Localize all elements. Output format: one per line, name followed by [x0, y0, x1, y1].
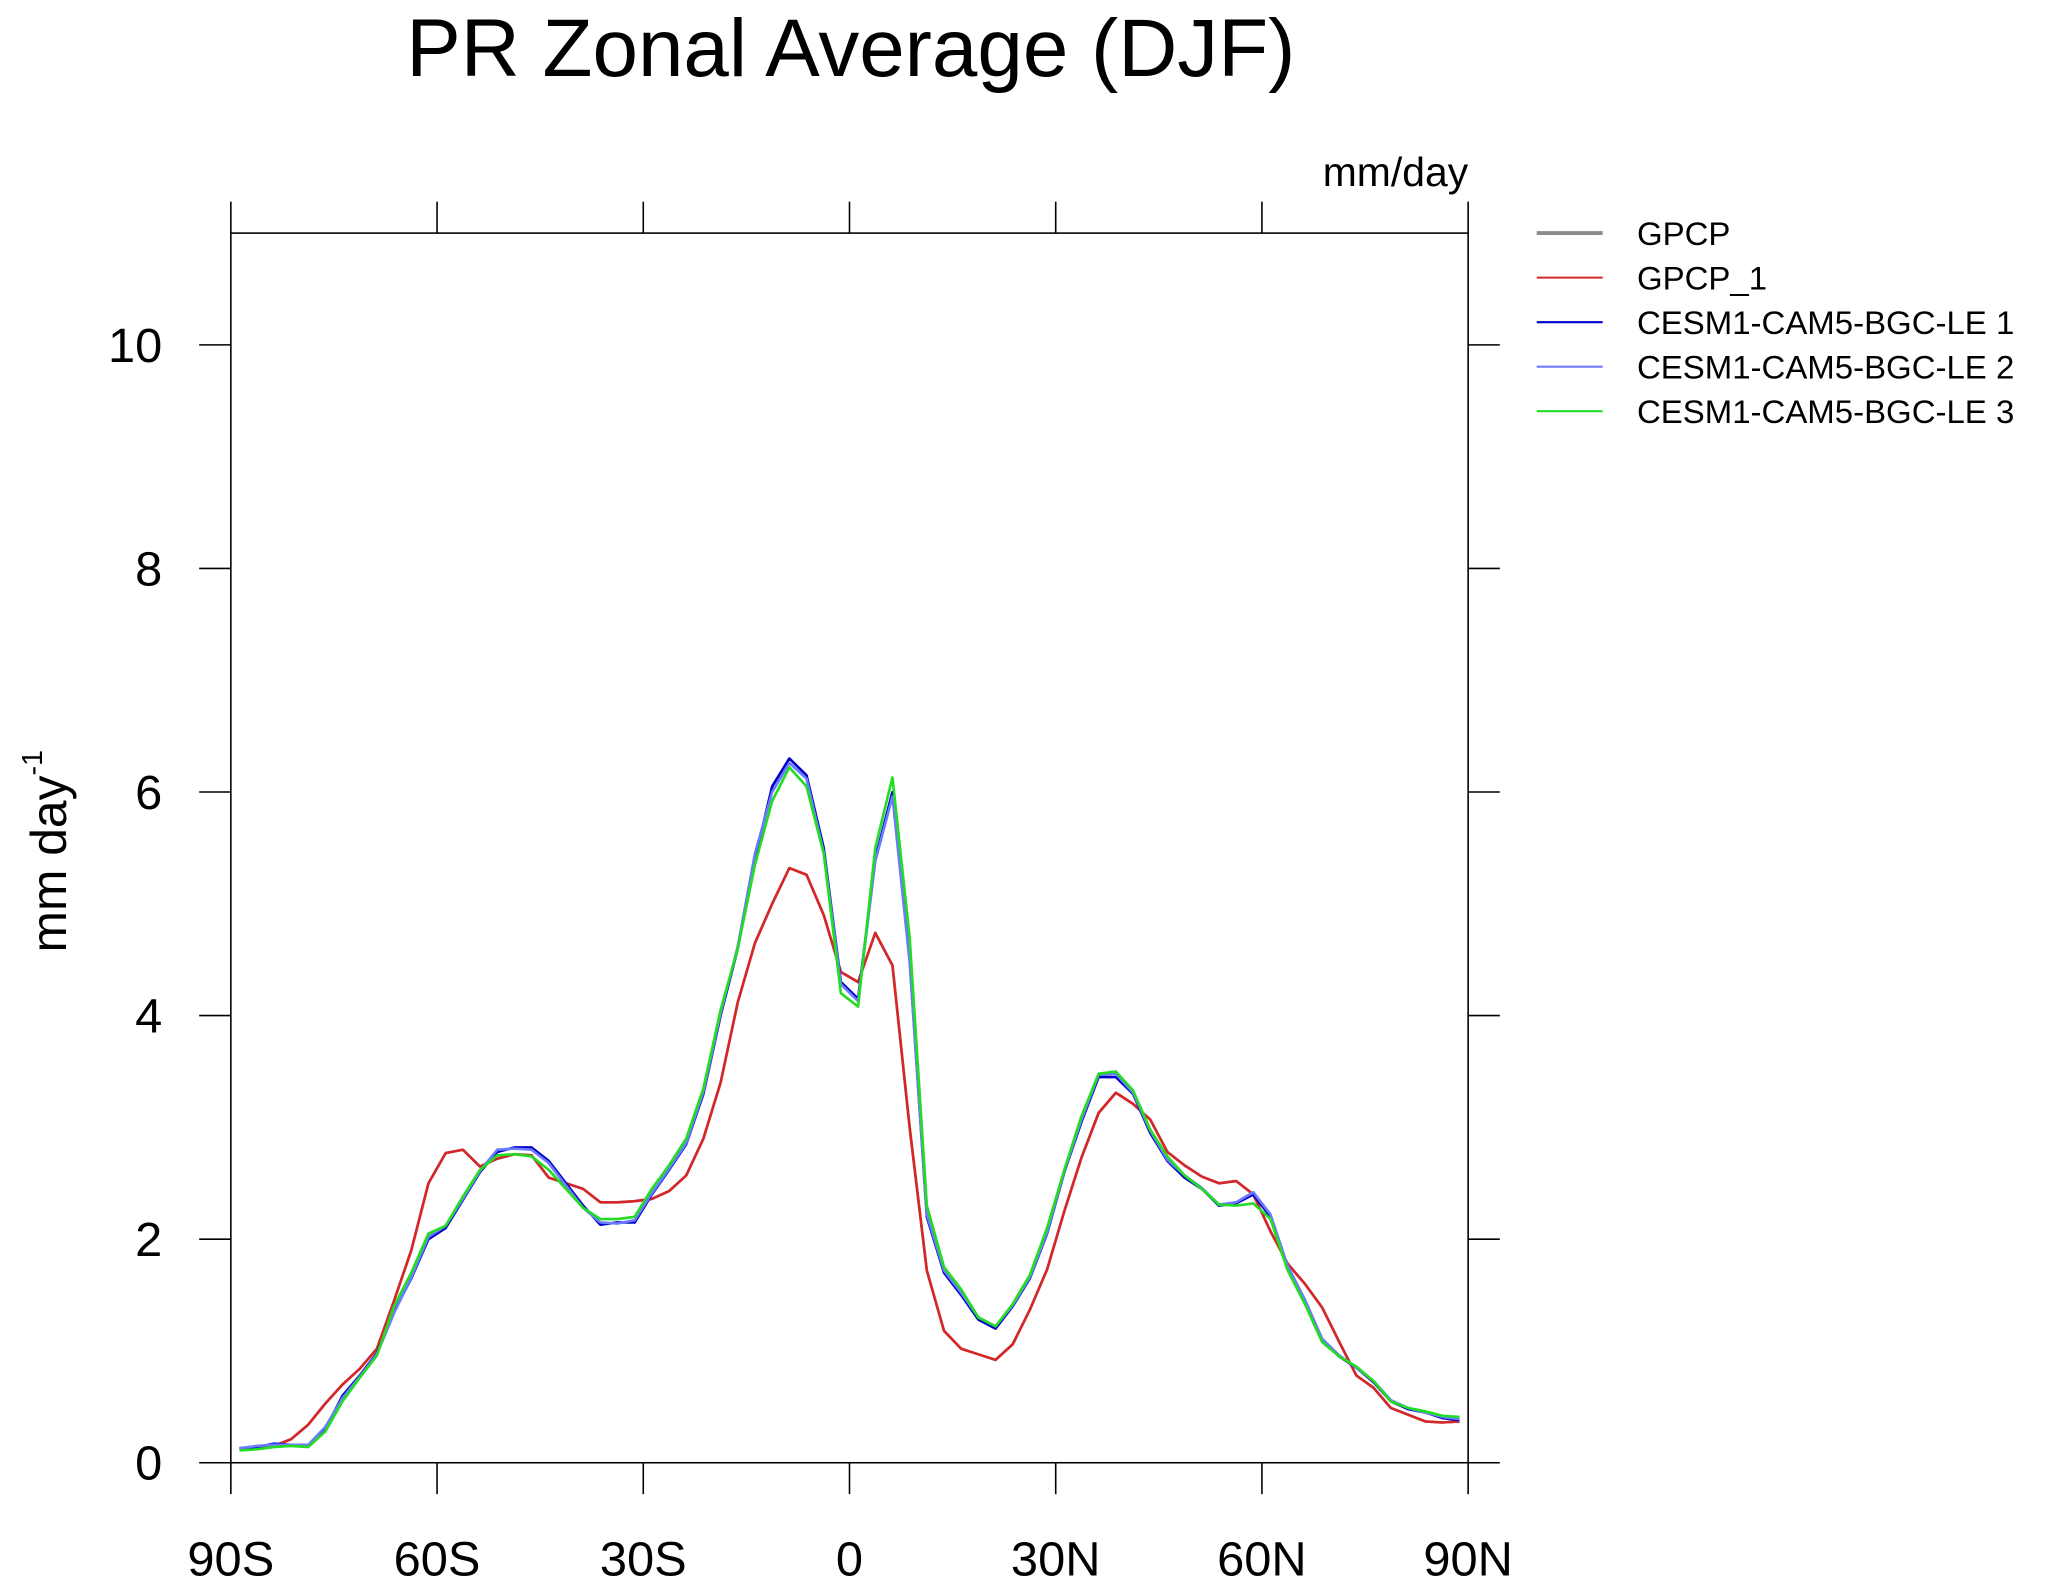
- y-tick-label: 6: [135, 766, 162, 820]
- x-tick-label: 0: [836, 1533, 863, 1587]
- x-tick-label: 90S: [187, 1533, 274, 1587]
- legend-label: GPCP: [1637, 215, 1730, 252]
- y-label-sup: -1: [17, 750, 49, 776]
- y-label-text: mm day-1: [17, 750, 77, 953]
- legend-label: CESM1-CAM5-BGC-LE 3: [1637, 393, 2014, 430]
- series-line: [239, 766, 1460, 1452]
- series-line: [239, 866, 1460, 1451]
- x-tick-label: 30N: [1011, 1533, 1101, 1587]
- x-tick-label: 90N: [1423, 1533, 1513, 1587]
- chart-title: PR Zonal Average (DJF): [406, 3, 1295, 94]
- x-tick-label: 30S: [600, 1533, 687, 1587]
- legend-label: CESM1-CAM5-BGC-LE 2: [1637, 349, 2014, 386]
- plot: [239, 757, 1460, 1452]
- y-axis-label: mm day-1: [17, 750, 77, 953]
- x-tick-label: 60S: [394, 1533, 481, 1587]
- x-tick-label: 60N: [1217, 1533, 1307, 1587]
- y-tick-label: 10: [108, 319, 162, 373]
- y-tick-label: 8: [135, 543, 162, 597]
- legend-label: GPCP_1: [1637, 260, 1767, 297]
- series-line: [239, 757, 1460, 1450]
- y-label-main: mm day: [21, 775, 77, 952]
- plot-frame: [230, 232, 1469, 1464]
- units-label: mm/day: [1323, 149, 1469, 195]
- series-line: [239, 866, 1460, 1451]
- y-tick-label: 2: [135, 1213, 162, 1267]
- legend-label: CESM1-CAM5-BGC-LE 1: [1637, 304, 2014, 341]
- series-line: [239, 761, 1460, 1450]
- y-tick-label: 0: [135, 1437, 162, 1491]
- y-tick-label: 4: [135, 990, 162, 1044]
